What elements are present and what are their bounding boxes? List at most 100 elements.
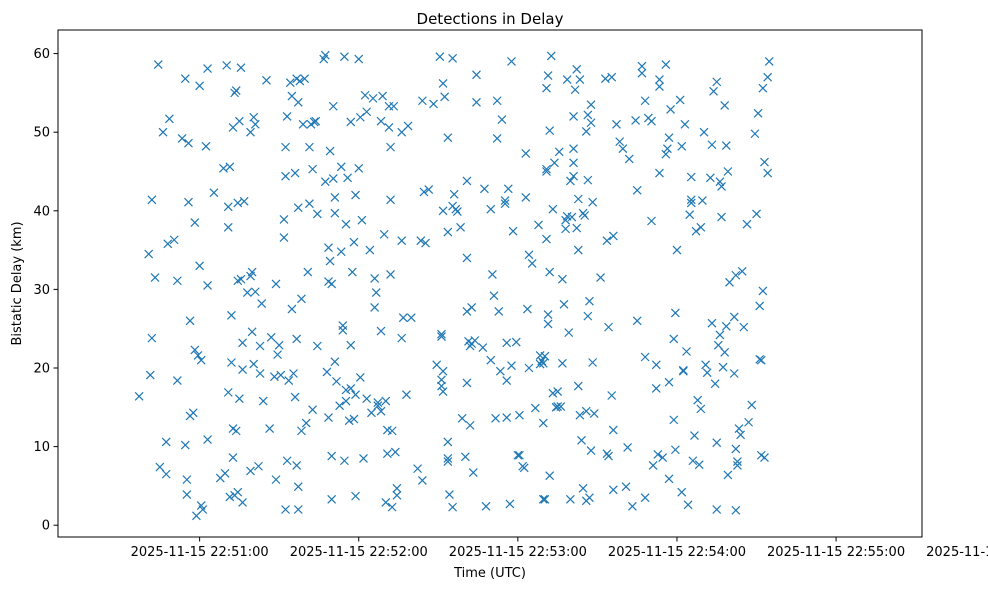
data-point <box>435 52 445 62</box>
data-point <box>712 505 722 514</box>
data-point <box>346 340 356 350</box>
data-point <box>731 505 741 515</box>
data-point <box>424 185 434 194</box>
data-point <box>573 245 583 255</box>
data-point <box>569 171 578 181</box>
x-tick-label: 2025-11-15 22:52:00 <box>290 545 428 560</box>
data-point <box>699 127 709 137</box>
data-point <box>227 310 236 320</box>
data-point <box>570 85 580 95</box>
data-point <box>569 144 578 154</box>
x-tick-label: 2025-11-15 22:53:00 <box>449 545 587 560</box>
y-tick-label: 40 <box>33 204 50 219</box>
data-point <box>462 378 472 388</box>
data-point <box>683 500 693 510</box>
data-point <box>279 233 289 242</box>
data-point <box>575 75 585 84</box>
x-tick-label: 2025-11-15 22:56:00 <box>926 545 988 560</box>
data-point <box>438 387 448 397</box>
data-point <box>290 168 300 178</box>
data-point <box>492 134 502 143</box>
data-point <box>627 501 637 511</box>
data-point <box>729 312 739 322</box>
data-point <box>346 384 356 393</box>
data-point <box>669 334 679 344</box>
data-point <box>222 60 232 70</box>
data-point <box>386 142 395 152</box>
data-point <box>158 127 168 137</box>
data-point <box>279 215 289 224</box>
data-point <box>472 70 481 80</box>
data-point <box>355 112 365 122</box>
data-point <box>661 149 671 159</box>
data-point <box>293 482 303 492</box>
data-point <box>637 68 647 78</box>
data-point <box>586 118 596 128</box>
data-point <box>546 51 556 61</box>
data-point <box>443 227 453 237</box>
data-point <box>354 163 364 173</box>
data-point <box>521 148 531 158</box>
data-point <box>685 210 695 220</box>
data-point <box>481 501 491 511</box>
data-point <box>618 144 628 154</box>
data-point <box>470 336 480 345</box>
data-point <box>362 107 372 117</box>
data-point <box>287 304 297 314</box>
data-point <box>718 362 728 372</box>
data-point <box>201 141 211 151</box>
data-point <box>389 101 399 111</box>
data-point <box>729 369 739 378</box>
data-point <box>324 243 333 253</box>
data-point <box>494 306 504 316</box>
data-point <box>330 357 340 367</box>
data-point <box>343 173 353 183</box>
data-point <box>276 370 286 380</box>
data-point <box>373 398 383 408</box>
data-point <box>467 303 477 312</box>
data-point <box>413 464 423 474</box>
data-point <box>359 453 368 463</box>
data-point <box>731 444 741 454</box>
data-point <box>545 126 555 136</box>
data-point <box>304 142 314 152</box>
data-point <box>497 115 507 125</box>
data-point <box>223 202 233 212</box>
data-point <box>502 413 512 422</box>
data-point <box>255 341 265 351</box>
data-point <box>196 355 206 365</box>
data-point <box>669 415 679 425</box>
data-point <box>274 340 284 350</box>
data-point <box>688 456 698 466</box>
data-point <box>397 236 407 246</box>
data-point <box>651 384 661 393</box>
data-point <box>578 483 588 493</box>
y-tick-label: 20 <box>33 362 50 377</box>
data-point <box>557 358 567 368</box>
data-point <box>330 208 340 218</box>
data-point <box>390 447 400 457</box>
data-point <box>231 426 241 436</box>
data-point <box>330 193 340 202</box>
data-point <box>511 337 521 347</box>
data-point <box>406 313 416 323</box>
data-point <box>443 457 453 466</box>
data-point <box>569 112 578 121</box>
data-point <box>640 96 650 106</box>
data-point <box>271 475 281 485</box>
data-point <box>462 176 472 186</box>
data-point <box>515 410 524 420</box>
data-point <box>554 147 564 157</box>
data-point <box>460 452 470 462</box>
data-point <box>677 487 687 497</box>
data-point <box>360 90 370 100</box>
data-point <box>295 76 305 86</box>
data-point <box>631 115 641 125</box>
data-point <box>586 446 596 455</box>
data-point <box>290 392 300 402</box>
data-point <box>195 261 205 271</box>
data-point <box>437 381 446 391</box>
data-point <box>298 119 308 129</box>
data-point <box>437 332 446 341</box>
